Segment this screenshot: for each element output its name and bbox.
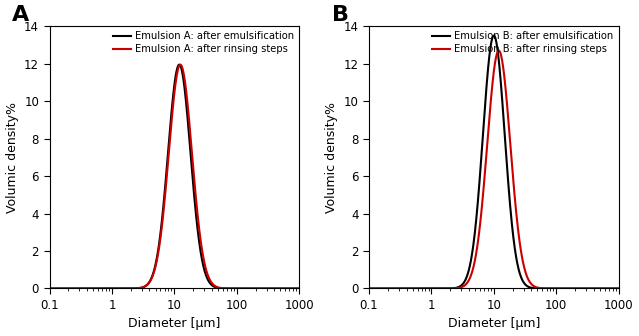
Emulsion B: after emulsification: (5.1, 3.33): after emulsification: (5.1, 3.33): [472, 224, 479, 228]
Emulsion A: after emulsification: (1e+03, 2.24e-24): after emulsification: (1e+03, 2.24e-24): [295, 287, 303, 291]
Legend: Emulsion A: after emulsification, Emulsion A: after rinsing steps: Emulsion A: after emulsification, Emulsi…: [113, 31, 294, 54]
Emulsion B: after rinsing steps: (837, 3.49e-21): after rinsing steps: (837, 3.49e-21): [610, 287, 618, 291]
Emulsion B: after rinsing steps: (12, 12.7): after rinsing steps: (12, 12.7): [495, 49, 503, 53]
Emulsion B: after rinsing steps: (3.42, 0.165): after rinsing steps: (3.42, 0.165): [461, 283, 468, 287]
Emulsion B: after rinsing steps: (310, 2.77e-12): after rinsing steps: (310, 2.77e-12): [583, 287, 591, 291]
Emulsion B: after rinsing steps: (1e+03, 4.95e-23): after rinsing steps: (1e+03, 4.95e-23): [615, 287, 622, 291]
Text: A: A: [12, 5, 29, 25]
Y-axis label: Volumic density%: Volumic density%: [6, 102, 19, 213]
Emulsion B: after rinsing steps: (0.1, 4.74e-27): after rinsing steps: (0.1, 4.74e-27): [366, 287, 373, 291]
Emulsion B: after rinsing steps: (0.286, 2.46e-16): after rinsing steps: (0.286, 2.46e-16): [394, 287, 401, 291]
Emulsion A: after emulsification: (0.286, 2.65e-17): after emulsification: (0.286, 2.65e-17): [74, 287, 82, 291]
Line: Emulsion A: after rinsing steps: Emulsion A: after rinsing steps: [50, 65, 299, 289]
Emulsion A: after emulsification: (5.1, 1.41): after emulsification: (5.1, 1.41): [152, 260, 160, 264]
Emulsion A: after emulsification: (0.494, 1.62e-12): after emulsification: (0.494, 1.62e-12): [89, 287, 96, 291]
Line: Emulsion B: after rinsing steps: Emulsion B: after rinsing steps: [369, 51, 619, 289]
Emulsion A: after emulsification: (837, 2e-22): after emulsification: (837, 2e-22): [291, 287, 298, 291]
Emulsion B: after emulsification: (9.98, 13.5): after emulsification: (9.98, 13.5): [490, 34, 498, 38]
Emulsion A: after rinsing steps: (0.494, 3.82e-12): after rinsing steps: (0.494, 3.82e-12): [89, 287, 96, 291]
Emulsion A: after rinsing steps: (5.1, 1.3): after rinsing steps: (5.1, 1.3): [152, 262, 160, 266]
X-axis label: Diameter [μm]: Diameter [μm]: [128, 318, 220, 330]
Emulsion A: after rinsing steps: (837, 8.48e-21): after rinsing steps: (837, 8.48e-21): [291, 287, 298, 291]
Emulsion A: after emulsification: (12, 11.9): after emulsification: (12, 11.9): [176, 62, 183, 67]
Emulsion A: after rinsing steps: (1e+03, 1.25e-22): after rinsing steps: (1e+03, 1.25e-22): [295, 287, 303, 291]
Emulsion A: after emulsification: (3.42, 0.121): after emulsification: (3.42, 0.121): [141, 284, 149, 288]
Legend: Emulsion B: after emulsification, Emulsion B: after rinsing steps: Emulsion B: after emulsification, Emulsi…: [433, 31, 613, 54]
Emulsion B: after emulsification: (837, 8.32e-26): after emulsification: (837, 8.32e-26): [610, 287, 618, 291]
Emulsion B: after emulsification: (1e+03, 5.86e-28): after emulsification: (1e+03, 5.86e-28): [615, 287, 622, 291]
Emulsion B: after rinsing steps: (0.494, 8.36e-12): after rinsing steps: (0.494, 8.36e-12): [408, 287, 416, 291]
Emulsion A: after emulsification: (0.1, 1.27e-28): after emulsification: (0.1, 1.27e-28): [46, 287, 54, 291]
Line: Emulsion A: after emulsification: Emulsion A: after emulsification: [50, 65, 299, 289]
Emulsion A: after rinsing steps: (0.286, 9.93e-17): after rinsing steps: (0.286, 9.93e-17): [74, 287, 82, 291]
Emulsion A: after rinsing steps: (3.42, 0.116): after rinsing steps: (3.42, 0.116): [141, 284, 149, 288]
Emulsion B: after rinsing steps: (5.1, 1.68): after rinsing steps: (5.1, 1.68): [472, 255, 479, 259]
Y-axis label: Volumic density%: Volumic density%: [325, 102, 338, 213]
Emulsion A: after rinsing steps: (0.1, 1.51e-27): after rinsing steps: (0.1, 1.51e-27): [46, 287, 54, 291]
Emulsion A: after rinsing steps: (12.5, 11.9): after rinsing steps: (12.5, 11.9): [176, 62, 184, 67]
Emulsion A: after emulsification: (310, 5.04e-13): after emulsification: (310, 5.04e-13): [264, 287, 272, 291]
Emulsion B: after emulsification: (310, 2.24e-15): after emulsification: (310, 2.24e-15): [583, 287, 591, 291]
Emulsion A: after rinsing steps: (310, 5.39e-12): after rinsing steps: (310, 5.39e-12): [264, 287, 272, 291]
Emulsion B: after emulsification: (0.494, 1.07e-11): after emulsification: (0.494, 1.07e-11): [408, 287, 416, 291]
Emulsion B: after emulsification: (3.42, 0.389): after emulsification: (3.42, 0.389): [461, 279, 468, 283]
Emulsion B: after emulsification: (0.1, 5.86e-28): after emulsification: (0.1, 5.86e-28): [366, 287, 373, 291]
X-axis label: Diameter [μm]: Diameter [μm]: [448, 318, 540, 330]
Emulsion B: after emulsification: (0.286, 1.7e-16): after emulsification: (0.286, 1.7e-16): [394, 287, 401, 291]
Line: Emulsion B: after emulsification: Emulsion B: after emulsification: [369, 36, 619, 289]
Text: B: B: [332, 5, 349, 25]
